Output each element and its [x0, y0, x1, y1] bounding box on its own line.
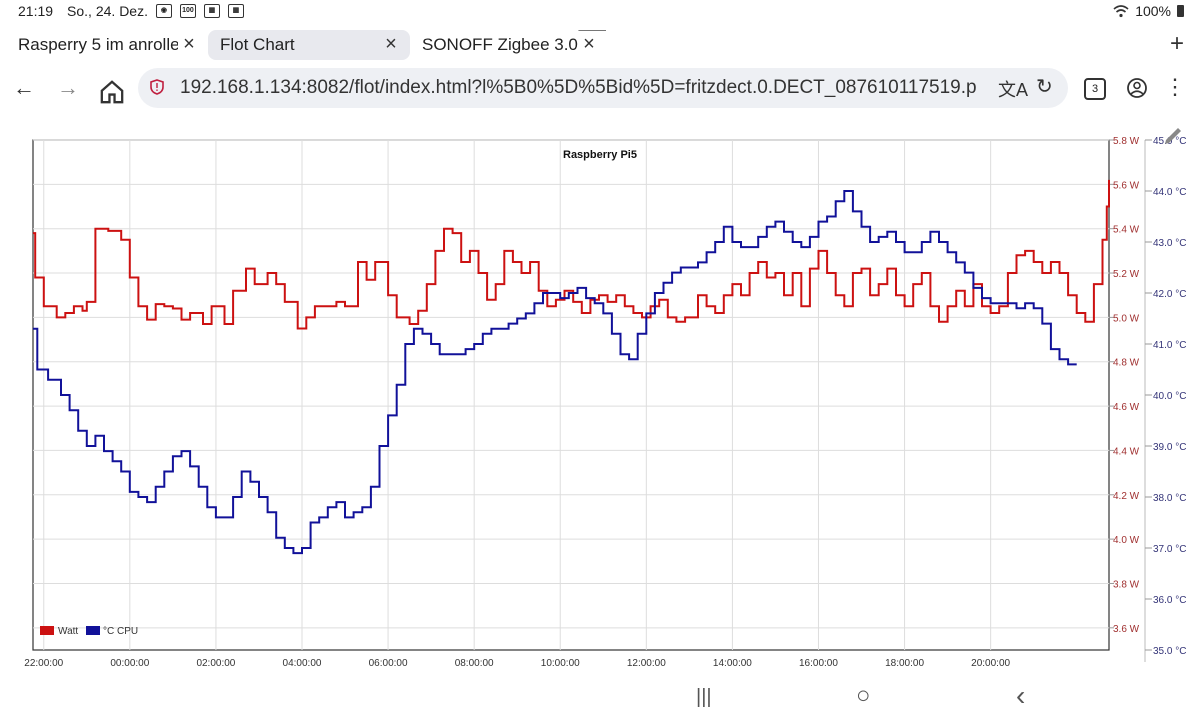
new-tab-icon[interactable]: + [1169, 30, 1184, 57]
x-tick-label: 04:00:00 [283, 658, 322, 669]
translate-icon[interactable]: 文A [998, 80, 1029, 100]
battery-icon [1177, 5, 1184, 17]
system-nav-bar: ||| ○ ‹ [0, 680, 1200, 720]
y-tick-label-watt: 4.2 W [1113, 491, 1140, 502]
shield-icon[interactable] [150, 79, 164, 95]
status-date: So., 24. Dez. [67, 3, 148, 19]
y-tick-label-cpu: 38.0 °C [1153, 493, 1186, 504]
y-tick-label-watt: 5.4 W [1113, 225, 1140, 236]
x-tick-label: 08:00:00 [455, 658, 494, 669]
chart-card: 22:00:00 00:00:00 02:00:00 04:00:00 06:00:00… [0, 118, 1200, 678]
account-icon[interactable] [1126, 77, 1148, 99]
x-tick-label: 18:00:00 [885, 658, 924, 669]
y-axis-cpu: 45.0 °C44.0 °C43.0 °C42.0 °C41.0 °C40.0 … [1144, 136, 1186, 662]
y-tick-label-watt: 5.8 W [1113, 136, 1140, 147]
url-text[interactable]: 192.168.1.134:8082/flot/index.html?l%5B0… [180, 77, 977, 98]
legend-swatch-watt [40, 626, 54, 635]
x-tick-label: 22:00:00 [24, 658, 63, 669]
recent-apps-icon[interactable]: ||| [696, 686, 712, 708]
x-tick-label: 10:00:00 [541, 658, 580, 669]
tab-title: Flot Chart [220, 35, 295, 54]
y-tick-label-cpu: 37.0 °C [1153, 544, 1186, 555]
toolbar: ← → 192.168.1.134:8082/flot/index.html?l… [0, 66, 1200, 110]
close-icon[interactable]: × [583, 33, 595, 55]
y-tick-label-cpu: 42.0 °C [1153, 289, 1186, 300]
y-tick-label-cpu: 43.0 °C [1153, 238, 1186, 249]
forward-arrow-icon[interactable]: → [57, 75, 79, 100]
y-tick-label-watt: 3.8 W [1113, 579, 1140, 590]
y-tick-label-cpu: 36.0 °C [1153, 595, 1186, 606]
home-icon[interactable] [98, 78, 126, 106]
camera-icon: ◉ [155, 4, 172, 18]
x-tick-label: 06:00:00 [369, 658, 408, 669]
tab-title: SONOFF Zigbee 3.0 US [422, 35, 580, 54]
tab-flot-chart[interactable]: Flot Chart × [208, 30, 410, 60]
grid-icon-2: ▦ [227, 4, 244, 18]
chart-title: Raspberry Pi5 [563, 149, 637, 161]
counter-icon: 100 [179, 4, 196, 18]
reload-icon[interactable]: ↻ [1036, 76, 1053, 98]
close-icon[interactable]: × [385, 33, 397, 55]
home-nav-icon[interactable]: ○ [856, 682, 871, 709]
x-tick-label: 14:00:00 [713, 658, 752, 669]
status-bar: 21:19 So., 24. Dez. ◉ 100 ▦ ▦ 100% [0, 0, 1200, 24]
menu-icon[interactable]: ⋮ [1164, 74, 1186, 99]
legend-label-cpu: °C CPU [103, 626, 138, 637]
close-icon[interactable]: × [183, 33, 195, 55]
back-nav-icon[interactable]: ‹ [1016, 680, 1026, 711]
series-line-watt [33, 179, 1110, 330]
y-tick-label-cpu: 41.0 °C [1153, 340, 1186, 351]
tab-sonoff[interactable]: SONOFF Zigbee 3.0 US × [412, 30, 606, 60]
clock: 21:19 [18, 3, 54, 19]
wifi-icon [1113, 4, 1129, 17]
grid-icon: ▦ [203, 4, 220, 18]
url-bar[interactable]: 192.168.1.134:8082/flot/index.html?l%5B0… [138, 68, 1068, 108]
y-tick-label-watt: 4.8 W [1113, 358, 1140, 369]
tab-strip: Rasperry 5 im anroller × Flot Chart × SO… [0, 28, 1200, 62]
y-tick-label-cpu: 40.0 °C [1153, 391, 1186, 402]
y-tick-label-watt: 5.0 W [1113, 313, 1140, 324]
tab-rasperry[interactable]: Rasperry 5 im anroller × [8, 30, 208, 60]
plot-frame [32, 139, 1110, 651]
pencil-icon[interactable] [1165, 128, 1181, 144]
flot-chart: 22:00:00 00:00:00 02:00:00 04:00:00 06:00:00… [24, 128, 1186, 669]
y-tick-label-watt: 5.6 W [1113, 180, 1140, 191]
y-tick-label-cpu: 39.0 °C [1153, 442, 1186, 453]
y-tick-label-watt: 4.4 W [1113, 446, 1140, 457]
legend: Watt °C CPU [40, 626, 138, 637]
tab-switcher-button[interactable]: 3 [1084, 78, 1106, 100]
tab-title: Rasperry 5 im anroller [18, 35, 178, 54]
back-arrow-icon[interactable]: ← [13, 75, 35, 100]
battery-percent: 100% [1135, 3, 1171, 19]
x-tick-label: 02:00:00 [196, 658, 235, 669]
legend-swatch-cpu [86, 626, 100, 635]
y-tick-label-watt: 4.0 W [1113, 535, 1140, 546]
y-tick-label-watt: 4.6 W [1113, 402, 1140, 413]
x-tick-label: 16:00:00 [799, 658, 838, 669]
y-tick-label-cpu: 35.0 °C [1153, 646, 1186, 657]
y-tick-label-cpu: 44.0 °C [1153, 187, 1186, 198]
x-tick-label: 20:00:00 [971, 658, 1010, 669]
series-line-cpu [33, 190, 1077, 555]
y-tick-label-watt: 5.2 W [1113, 269, 1140, 280]
legend-label-watt: Watt [58, 626, 78, 637]
y-axis-watt: 5.8 W 5.6 W 5.4 W 5.2 W 5.0 W 4.8 W 4.6 W 4.4 W… [1109, 136, 1140, 635]
y-tick-label-watt: 3.6 W [1113, 624, 1140, 635]
x-tick-label: 12:00:00 [627, 658, 666, 669]
x-tick-label: 00:00:00 [110, 658, 149, 669]
x-axis: 22:00:00 00:00:00 02:00:00 04:00:00 06:00:00… [24, 658, 1010, 669]
